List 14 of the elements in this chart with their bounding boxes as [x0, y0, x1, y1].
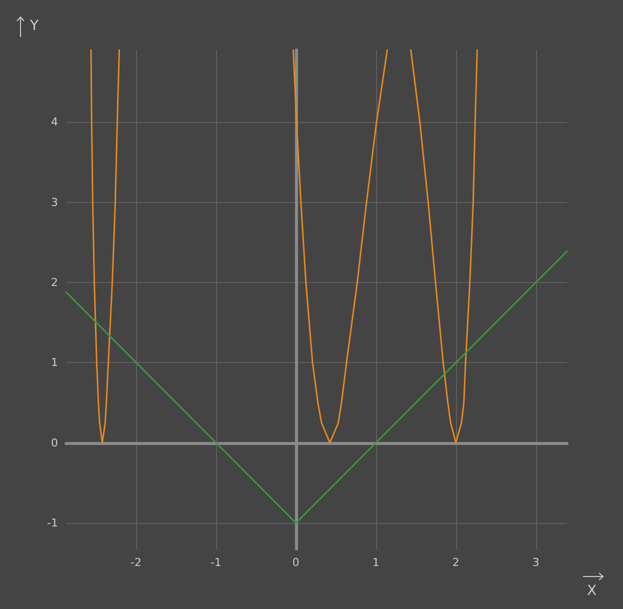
- x-tick-label: 0: [292, 556, 300, 569]
- y-tick-label: 3: [51, 196, 58, 209]
- y-tick-label: 4: [51, 116, 58, 129]
- y-axis-title: Y: [29, 18, 39, 34]
- x-tick-label: -2: [130, 556, 142, 569]
- y-tick-label: 1: [51, 356, 58, 370]
- x-tick-label: 3: [532, 556, 540, 569]
- y-tick-label: 0: [51, 436, 58, 450]
- x-tick-label: -1: [210, 556, 222, 569]
- x-tick-label: 2: [452, 556, 460, 569]
- x-axis-title: X: [587, 583, 597, 599]
- y-tick-label: -1: [47, 516, 58, 530]
- x-tick-label: 1: [372, 556, 380, 569]
- y-tick-label: 2: [51, 276, 58, 289]
